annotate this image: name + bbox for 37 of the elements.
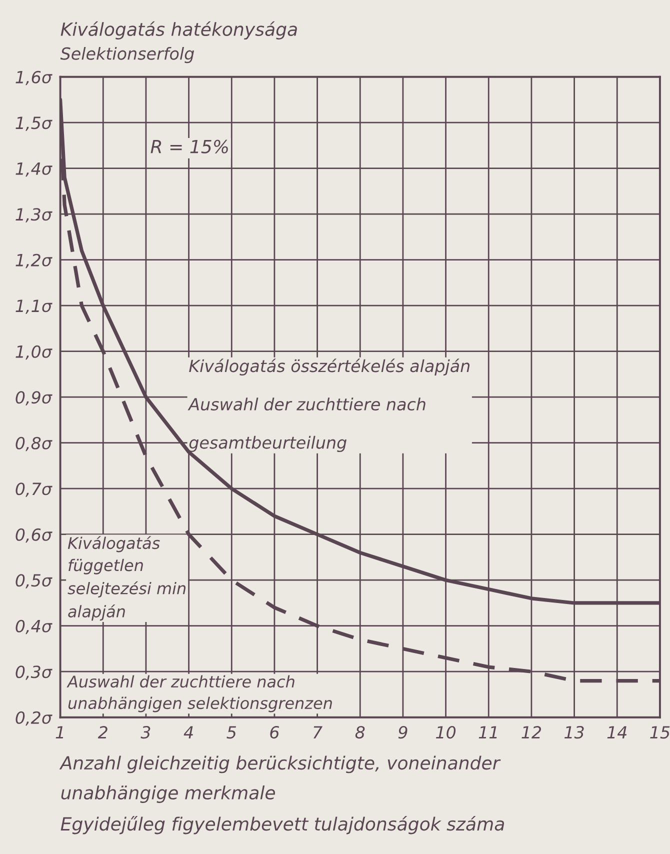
y-tick-label: 0,7σ [16, 482, 52, 497]
y-tick-label: 0,3σ [16, 666, 52, 680]
x-tick-label: 15 [650, 726, 670, 739]
x-tick-label: 10 [436, 726, 456, 739]
x-tick-label: 14 [607, 726, 627, 738]
y-tick-label: 0,9σ [16, 391, 52, 406]
chart-subtitle: Selektionserfolg [60, 46, 194, 64]
annotation: Auswahl der zuchttiere nach unabhängigen selektionsgrenzen [66, 675, 332, 712]
x-tick-label: 2 [98, 726, 108, 738]
x-axis-title: Anzahl gleichzeitig berücksichtigte, voneinander unabhängige merkmale Egyidejűleg figyelembevett tulajdonságok száma [59, 756, 504, 834]
y-tick-label: 1,4σ [16, 162, 52, 177]
chart-title: Kiválogatás hatékonysága [60, 21, 297, 40]
x-tick-label: 6 [270, 726, 280, 739]
y-tick-label: 0,2σ [16, 711, 52, 726]
y-tick-label: 1,2σ [16, 254, 52, 268]
x-tick-label: 11 [478, 726, 497, 738]
y-tick-label: 1,6σ [16, 70, 52, 86]
x-tick-label: 4 [184, 726, 193, 738]
x-tick-label: 9 [398, 726, 408, 739]
y-tick-label: 0,6σ [16, 528, 52, 543]
y-tick-label: 0,5σ [16, 574, 52, 588]
y-tick-label: 0,4σ [16, 620, 52, 634]
annotation: Kiválogatás független selejtezési min alapján [68, 536, 186, 621]
y-tick-label: 1,5σ [16, 116, 52, 131]
y-tick-label: 0,8σ [16, 436, 52, 452]
x-tick-label: 5 [226, 726, 236, 739]
x-tick-label: 1 [56, 726, 64, 738]
annotation: R = 15% [150, 140, 228, 154]
text: Kiválogatás összértékelés alapján Auswahl der zuchttiere nach gesamtbeurteilung [188, 358, 470, 452]
x-tick-label: 8 [355, 726, 365, 739]
x-tick-label: 13 [564, 726, 584, 739]
y-tick-label: 1,0σ [16, 345, 52, 360]
y-tick-label: 1,3σ [16, 208, 52, 222]
x-tick-label: 12 [522, 726, 542, 738]
x-tick-label: 3 [140, 726, 150, 739]
x-tick-label: 7 [314, 726, 322, 738]
y-tick-label: 1,1σ [16, 300, 52, 314]
